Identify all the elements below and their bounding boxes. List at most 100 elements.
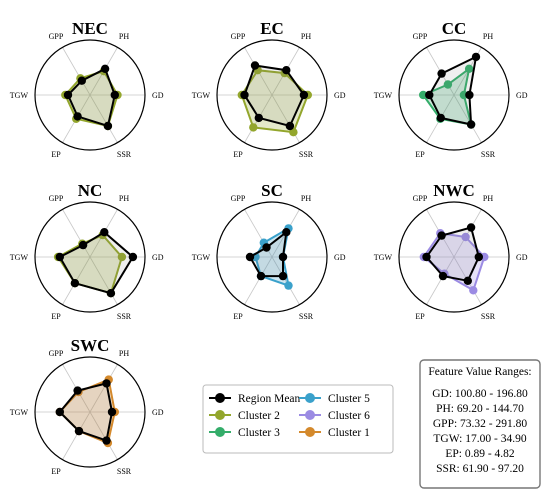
outer-ring	[34, 356, 146, 468]
legend-marker	[215, 410, 225, 420]
point-gd	[107, 407, 117, 417]
point-ph	[464, 64, 474, 74]
outer-ring	[34, 201, 146, 313]
legend-label: Cluster 3	[238, 427, 280, 439]
ranges-title: Feature Value Ranges:	[428, 366, 531, 378]
axis-label-ph: PH	[119, 349, 129, 358]
range-line-ep: EP: 0.89 - 4.82	[445, 448, 515, 460]
point-ph	[461, 232, 470, 242]
axis-label-ep: EP	[51, 467, 61, 476]
point-ssr	[103, 121, 113, 131]
point-ep	[254, 113, 263, 123]
range-line-gpp: GPP: 73.32 - 291.80	[433, 418, 527, 430]
point-tgw	[422, 252, 431, 262]
axis-label-tgw: TGW	[374, 253, 393, 262]
legend-label: Region Mean	[238, 393, 301, 405]
point-ssr	[106, 289, 116, 298]
point-ep	[74, 426, 84, 436]
spoke-ep	[426, 256, 455, 305]
legend-item-cluster-5: Cluster 5	[299, 393, 370, 405]
series-polygon	[58, 382, 114, 442]
feature-ranges-box: Feature Value Ranges: GD: 100.80 - 196.8…	[419, 359, 541, 489]
point-gd	[299, 90, 309, 100]
point-ssr	[278, 271, 288, 281]
point-tgw	[55, 252, 64, 262]
axis-label-gpp: GPP	[49, 32, 64, 41]
point-ph	[100, 228, 109, 237]
point-ssr	[285, 121, 295, 131]
axis-label-tgw: TGW	[374, 91, 393, 100]
legend-item-cluster-3: Cluster 3	[209, 427, 280, 439]
axis-label-ep: EP	[51, 150, 61, 159]
spoke-ssr	[89, 94, 118, 143]
point-gd	[278, 252, 288, 262]
spoke-gpp	[62, 209, 91, 258]
axis-label-ph: PH	[483, 194, 493, 203]
legend-marker	[215, 393, 225, 403]
axis-label-tgw: TGW	[10, 408, 29, 417]
chart-title: NC	[78, 181, 103, 200]
point-ssr	[469, 286, 478, 295]
radar-chart-cc: CC GD PH GPP TGW EP SSR	[374, 19, 528, 159]
point-ph	[466, 223, 476, 232]
axis-label-gd: GD	[152, 408, 164, 417]
axis-label-ep: EP	[415, 312, 425, 321]
axis-label-ssr: SSR	[299, 150, 314, 159]
spoke-ep	[62, 411, 91, 460]
axis-label-ssr: SSR	[117, 150, 132, 159]
point-ssr	[466, 120, 476, 129]
point-tgw	[419, 90, 428, 100]
point-gpp	[78, 240, 88, 250]
outer-ring	[34, 39, 146, 151]
outer-ring	[398, 39, 510, 151]
radar-chart-nec: NEC GD PH GPP TGW EP SSR	[10, 19, 164, 159]
legend-marker	[305, 427, 315, 437]
axis-label-gd: GD	[334, 253, 346, 262]
point-gd	[474, 252, 483, 262]
point-gpp	[262, 243, 271, 252]
point-gpp	[437, 231, 446, 240]
point-tgw	[55, 407, 64, 417]
point-tgw	[245, 252, 255, 262]
point-gpp	[437, 69, 446, 78]
legend-frame	[202, 384, 394, 454]
legend-label: Cluster 1	[328, 427, 370, 439]
axis-label-ph: PH	[483, 32, 493, 41]
legend-label: Cluster 6	[328, 410, 370, 422]
point-ph	[471, 52, 481, 62]
range-line-ssr: SSR: 61.90 - 97.20	[436, 463, 524, 475]
point-ph	[100, 64, 110, 74]
axis-label-ssr: SSR	[481, 150, 496, 159]
range-line-ph: PH: 69.20 - 144.70	[436, 403, 524, 415]
point-tgw	[240, 90, 249, 100]
point-ssr	[102, 436, 111, 445]
legend-label: Cluster 5	[328, 393, 370, 405]
radar-chart-ec: EC GD PH GPP TGW EP SSR	[192, 19, 346, 159]
spoke-ep	[244, 256, 273, 305]
point-ssr	[284, 281, 293, 290]
range-line-gd: GD: 100.80 - 196.80	[432, 388, 528, 400]
series-region-mean	[63, 64, 120, 131]
axis-label-gpp: GPP	[231, 32, 246, 41]
point-ep	[249, 123, 258, 132]
axis-label-ph: PH	[301, 194, 311, 203]
chart-title: EC	[260, 19, 284, 38]
axis-label-tgw: TGW	[192, 253, 211, 262]
axis-label-gpp: GPP	[413, 32, 428, 41]
point-gpp	[250, 61, 260, 70]
series-region-mean	[425, 52, 481, 129]
axis-label-ssr: SSR	[299, 312, 314, 321]
legend-marker	[305, 410, 315, 420]
chart-title: CC	[442, 19, 467, 38]
point-gpp	[77, 76, 87, 85]
range-line-tgw: TGW: 17.00 - 34.90	[433, 433, 526, 445]
axis-label-gd: GD	[152, 91, 164, 100]
point-ph	[282, 66, 291, 75]
point-gpp	[73, 386, 82, 395]
point-ssr	[463, 276, 472, 285]
legend-label: Cluster 2	[238, 410, 280, 422]
outer-ring	[216, 39, 328, 151]
series-region-mean	[55, 228, 138, 298]
chart-title: SC	[261, 181, 283, 200]
